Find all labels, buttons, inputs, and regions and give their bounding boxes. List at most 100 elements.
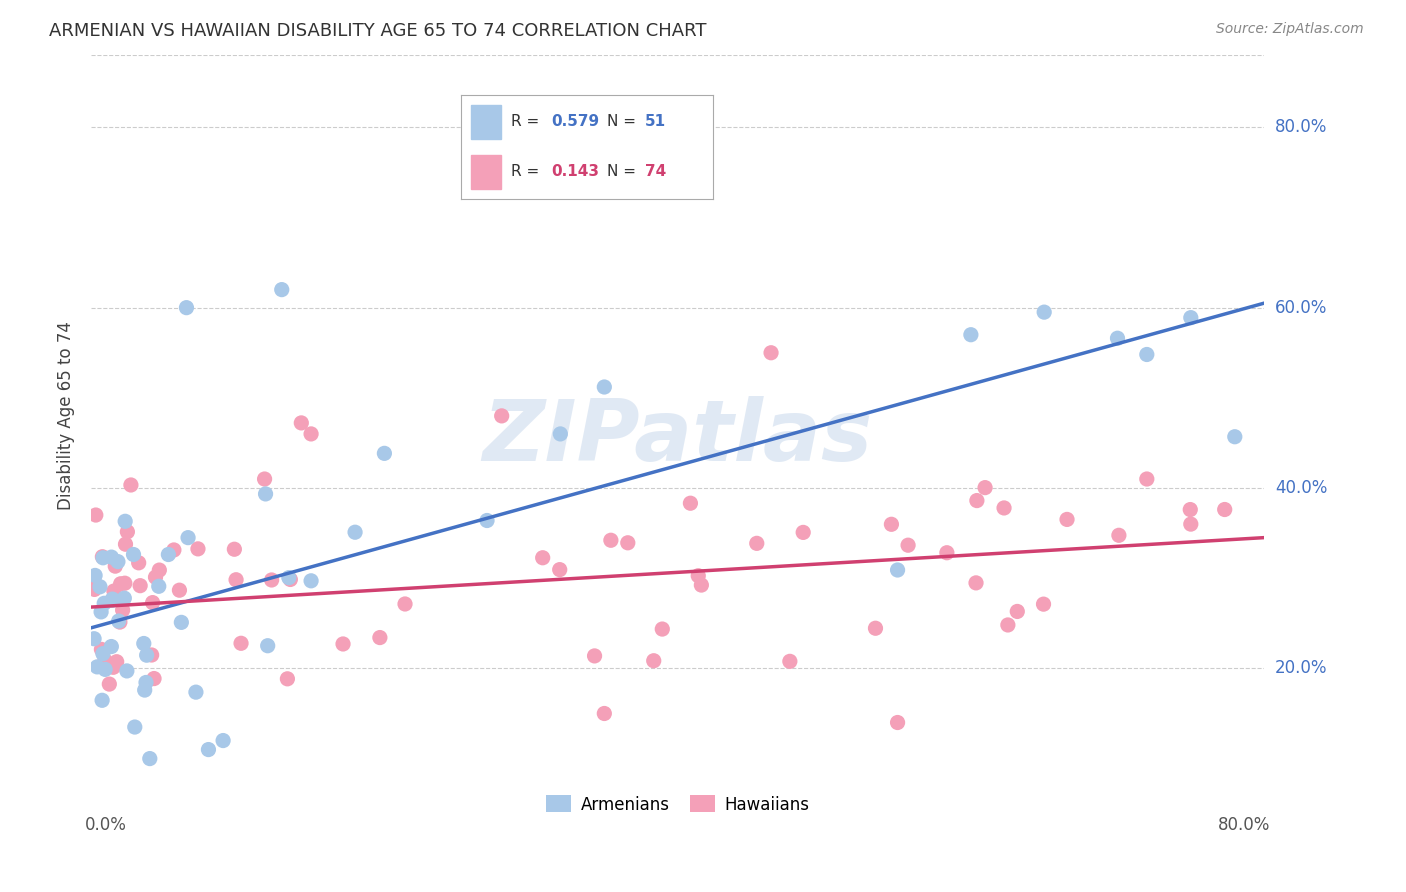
Text: 60.0%: 60.0% xyxy=(1275,299,1327,317)
Point xyxy=(880,517,903,532)
Point xyxy=(129,579,152,593)
Point xyxy=(993,500,1015,515)
Point xyxy=(1213,502,1236,516)
Point xyxy=(135,675,157,690)
Point xyxy=(103,660,125,674)
Point xyxy=(1032,597,1054,611)
Point xyxy=(122,548,145,562)
Point xyxy=(105,655,128,669)
Point xyxy=(114,514,136,528)
Point xyxy=(759,345,782,359)
Point xyxy=(197,742,219,756)
Text: 80.0%: 80.0% xyxy=(1218,816,1270,834)
Point xyxy=(145,570,167,584)
Point xyxy=(583,648,606,663)
Point xyxy=(104,559,127,574)
Point xyxy=(107,614,129,628)
Point xyxy=(101,592,124,607)
Point xyxy=(886,715,908,730)
Point xyxy=(229,636,252,650)
Point xyxy=(83,632,105,646)
Point xyxy=(550,426,572,441)
Point xyxy=(531,550,554,565)
Point xyxy=(100,640,122,654)
Point xyxy=(254,487,277,501)
Point xyxy=(148,579,170,593)
Point xyxy=(157,548,180,562)
Point xyxy=(103,584,125,599)
Point xyxy=(117,524,139,539)
Point xyxy=(373,446,395,460)
Point xyxy=(886,563,908,577)
Point xyxy=(299,426,322,441)
Point xyxy=(688,568,710,582)
Point xyxy=(344,525,367,540)
Point xyxy=(593,706,616,721)
Point xyxy=(107,555,129,569)
Point xyxy=(139,751,162,765)
Point xyxy=(91,693,114,707)
Point xyxy=(89,580,111,594)
Point xyxy=(779,654,801,668)
Text: 0.0%: 0.0% xyxy=(86,816,127,834)
Point xyxy=(745,536,768,550)
Point xyxy=(163,543,186,558)
Point xyxy=(112,591,135,606)
Point xyxy=(187,541,209,556)
Point xyxy=(599,533,621,548)
Point xyxy=(679,496,702,510)
Y-axis label: Disability Age 65 to 74: Disability Age 65 to 74 xyxy=(58,321,75,510)
Point xyxy=(299,574,322,588)
Point xyxy=(935,546,957,560)
Point xyxy=(115,664,138,678)
Point xyxy=(170,615,193,630)
Point xyxy=(651,622,673,636)
Point xyxy=(94,662,117,676)
Text: 20.0%: 20.0% xyxy=(1275,659,1327,677)
Point xyxy=(1107,331,1129,345)
Point xyxy=(91,647,114,661)
Point xyxy=(90,605,112,619)
Point xyxy=(1180,517,1202,532)
Point xyxy=(212,733,235,747)
Point xyxy=(91,549,114,564)
Point xyxy=(110,576,132,591)
Point xyxy=(1007,604,1029,618)
Legend: Armenians, Hawaiians: Armenians, Hawaiians xyxy=(538,789,817,821)
Point xyxy=(83,582,105,597)
Point xyxy=(98,677,121,691)
Point xyxy=(960,327,983,342)
Point xyxy=(475,514,498,528)
Point xyxy=(1180,502,1202,516)
Point xyxy=(1033,305,1056,319)
Point xyxy=(270,283,292,297)
Point xyxy=(966,493,988,508)
Point xyxy=(1136,347,1159,361)
Point xyxy=(148,563,170,577)
Text: Source: ZipAtlas.com: Source: ZipAtlas.com xyxy=(1216,22,1364,37)
Point xyxy=(83,570,105,584)
Point xyxy=(108,615,131,629)
Point xyxy=(548,563,571,577)
Point xyxy=(965,575,987,590)
Point xyxy=(1180,310,1202,325)
Point xyxy=(256,639,278,653)
Text: ARMENIAN VS HAWAIIAN DISABILITY AGE 65 TO 74 CORRELATION CHART: ARMENIAN VS HAWAIIAN DISABILITY AGE 65 T… xyxy=(49,22,707,40)
Text: ZIPatlas: ZIPatlas xyxy=(482,396,873,479)
Point xyxy=(91,550,114,565)
Point xyxy=(101,593,124,607)
Point xyxy=(1136,472,1159,486)
Point xyxy=(277,571,299,585)
Point xyxy=(224,542,246,557)
Point xyxy=(332,637,354,651)
Point xyxy=(997,618,1019,632)
Point xyxy=(593,380,616,394)
Point xyxy=(177,531,200,545)
Point xyxy=(617,536,640,550)
Point xyxy=(169,583,191,598)
Point xyxy=(865,621,887,635)
Point xyxy=(690,578,713,592)
Point xyxy=(90,642,112,657)
Point xyxy=(84,508,107,522)
Point xyxy=(184,685,207,699)
